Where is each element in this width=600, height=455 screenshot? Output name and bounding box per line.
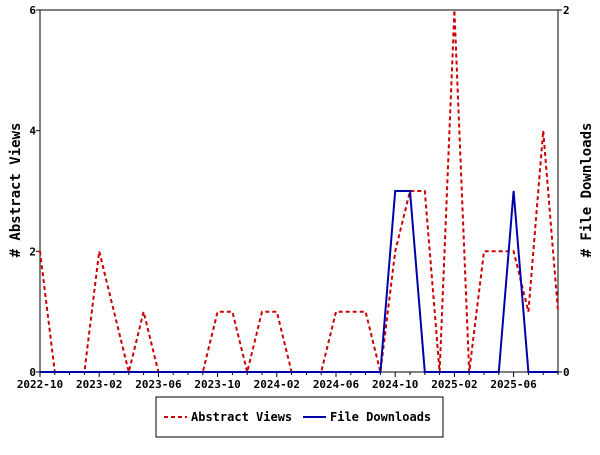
x-tick-label: 2023-02 bbox=[76, 378, 122, 391]
x-tick-label: 2024-10 bbox=[372, 378, 418, 391]
y-axis-left-title: # Abstract Views bbox=[8, 123, 24, 258]
y-axis-right-title: # File Downloads bbox=[579, 123, 595, 258]
plot-border bbox=[39, 9, 559, 373]
x-tick-label: 2022-10 bbox=[17, 378, 63, 391]
y-left-tick-label: 0 bbox=[29, 366, 36, 379]
plot-frame bbox=[39, 9, 559, 373]
left-axis-ticks: 0 2 4 6 bbox=[29, 4, 40, 379]
y-left-tick-label: 4 bbox=[29, 125, 36, 138]
legend-label-abstract-views: Abstract Views bbox=[191, 410, 292, 424]
legend-label-file-downloads: File Downloads bbox=[330, 410, 431, 424]
x-tick-label: 2023-06 bbox=[135, 378, 182, 391]
series-lines bbox=[39, 9, 559, 373]
y-left-tick-label: 6 bbox=[29, 4, 36, 17]
legend-box bbox=[155, 396, 444, 438]
y-right-tick-label: 0 bbox=[563, 366, 570, 379]
x-tick-label: 2023-10 bbox=[194, 378, 240, 391]
right-axis-ticks: 02 bbox=[558, 4, 570, 379]
y-right-tick-label: 2 bbox=[563, 4, 570, 17]
series-line-abstract-views bbox=[39, 9, 559, 373]
x-axis-ticks: 2022-10 2023-02 2023-06 2023-10 2024-02 2024-… bbox=[17, 372, 559, 391]
x-tick-label: 2025-06 bbox=[490, 378, 537, 391]
x-tick-label: 2024-06 bbox=[313, 378, 360, 391]
x-tick-label: 2025-02 bbox=[431, 378, 477, 391]
legend: Abstract Views File Downloads bbox=[155, 396, 444, 438]
series-line-file-downloads bbox=[40, 190, 558, 373]
x-tick-label: 2024-02 bbox=[254, 378, 300, 391]
y-left-tick-label: 2 bbox=[29, 245, 36, 258]
